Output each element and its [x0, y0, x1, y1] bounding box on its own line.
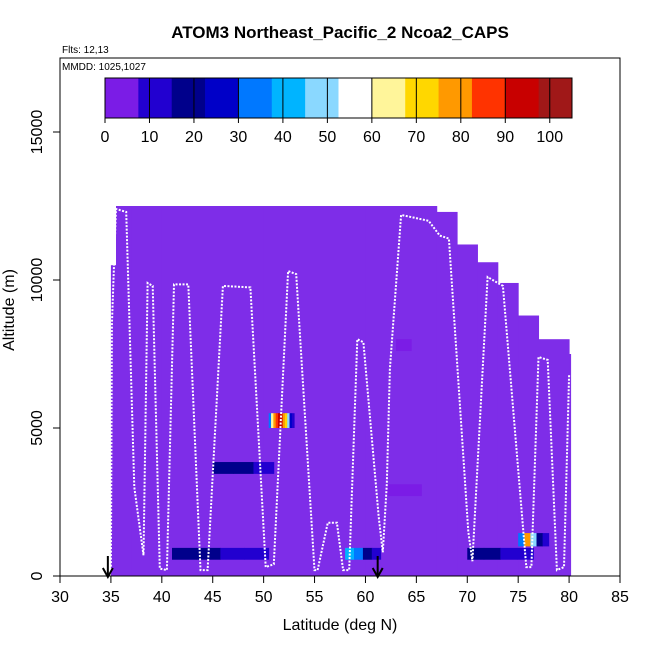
data-cell — [253, 462, 275, 474]
data-cell — [275, 413, 279, 428]
colorbar-tick-label: 90 — [496, 129, 514, 146]
x-axis-label: Latitude (deg N) — [283, 617, 398, 634]
data-cell — [277, 413, 281, 428]
x-tick-label: 80 — [560, 589, 578, 606]
data-cell — [273, 413, 277, 428]
sampled-region-column — [457, 244, 478, 577]
data-cell — [467, 547, 485, 560]
x-tick-label: 85 — [611, 589, 629, 606]
x-tick-label: 50 — [255, 589, 273, 606]
colorbar-tick-label: 80 — [452, 129, 470, 146]
x-tick-label: 40 — [153, 589, 171, 606]
flight-track-line — [109, 207, 571, 572]
data-cell — [291, 413, 295, 428]
colorbar-segment — [105, 78, 139, 118]
data-cell — [244, 547, 270, 560]
data-cell — [284, 413, 288, 428]
data-cell — [542, 533, 550, 547]
x-tick-label: 45 — [204, 589, 222, 606]
data-cell — [524, 533, 531, 547]
data-cell — [396, 339, 412, 352]
data-cell — [282, 413, 286, 428]
x-tick-label: 55 — [306, 589, 324, 606]
y-axis-label: Altitude (m) — [1, 269, 18, 351]
data-cell — [354, 547, 364, 560]
flights-annotation: Flts: 12,13 — [62, 45, 109, 56]
y-axis: 0 5000 10000 15000 — [29, 110, 60, 580]
colorbar-tick-label: 40 — [274, 129, 292, 146]
colorbar-segment — [338, 78, 373, 118]
colorbar-tick-label: 60 — [363, 129, 381, 146]
plot-area — [101, 206, 572, 580]
colorbar-tick-label: 10 — [141, 129, 159, 146]
y-tick-label: 5000 — [29, 410, 46, 446]
date-annotation: MMDD: 1025,1027 — [62, 62, 146, 73]
colorbar-tick-label: 70 — [407, 129, 425, 146]
colorbar-segment — [538, 78, 573, 118]
colorbar-segment — [138, 78, 173, 118]
data-cell — [289, 413, 293, 428]
sampled-region-column — [263, 206, 366, 576]
data-cell — [233, 462, 254, 474]
colorbar-segment — [171, 78, 206, 118]
colorbar-tick-label: 100 — [536, 129, 563, 146]
colorbar-tick-label: 50 — [318, 129, 336, 146]
colorbar-segment — [305, 78, 339, 118]
colorbar-tick-label: 30 — [230, 129, 248, 146]
x-tick-label: 60 — [357, 589, 375, 606]
sampled-region-column — [110, 265, 117, 576]
y-tick-label: 10000 — [29, 258, 46, 303]
x-tick-label: 75 — [509, 589, 527, 606]
x-tick-label: 65 — [407, 589, 425, 606]
y-tick-label: 15000 — [29, 110, 46, 155]
colorbar-segment — [238, 78, 273, 118]
data-cell — [536, 533, 544, 547]
y-tick-label: 0 — [29, 571, 46, 580]
sampled-region-column — [365, 206, 438, 576]
sampled-region-column — [569, 354, 572, 576]
colorbar-segment — [271, 78, 306, 118]
chart-title: ATOM3 Northeast_Pacific_2 Ncoa2_CAPS — [171, 23, 509, 42]
sampled-region-column — [116, 206, 132, 576]
sampled-region-column — [436, 211, 458, 577]
colorbar-segment — [471, 78, 506, 118]
sampled-region-column — [518, 315, 540, 576]
plot-frame — [59, 57, 621, 577]
colorbar-frame — [104, 77, 573, 119]
data-cell — [287, 413, 290, 428]
sampled-region-column — [497, 282, 519, 576]
data-cell — [172, 547, 197, 560]
sampled-region-column — [477, 262, 499, 576]
data-cell — [212, 462, 234, 474]
data-cell — [220, 547, 245, 560]
colorbar-tick-label: 20 — [185, 129, 203, 146]
x-tick-label: 30 — [51, 589, 69, 606]
sampled-region-column — [161, 206, 265, 576]
colorbar-segment — [438, 78, 473, 118]
colorbar-segment — [405, 78, 439, 118]
data-cell — [371, 547, 382, 560]
x-tick-label: 70 — [458, 589, 476, 606]
x-axis: 30 35 40 45 50 55 60 65 70 75 80 85 — [51, 576, 629, 606]
data-cell — [530, 533, 537, 547]
data-cell — [271, 413, 274, 428]
data-cell — [362, 547, 373, 560]
data-cell — [483, 547, 501, 560]
x-tick-label: 35 — [102, 589, 120, 606]
data-cell — [500, 547, 518, 560]
colorbar-tick-label: 0 — [101, 129, 110, 146]
marker-arrow-head — [101, 567, 114, 580]
colorbar-segment — [505, 78, 540, 118]
colorbar-segment — [205, 78, 239, 118]
marker-arrow-head — [371, 567, 384, 580]
colorbar-segment — [371, 78, 406, 118]
data-cell — [268, 413, 272, 428]
data-cell — [518, 533, 525, 547]
colorbar: 0 10 20 30 40 50 60 70 80 90 100 — [101, 77, 573, 146]
data-cell — [385, 484, 422, 497]
